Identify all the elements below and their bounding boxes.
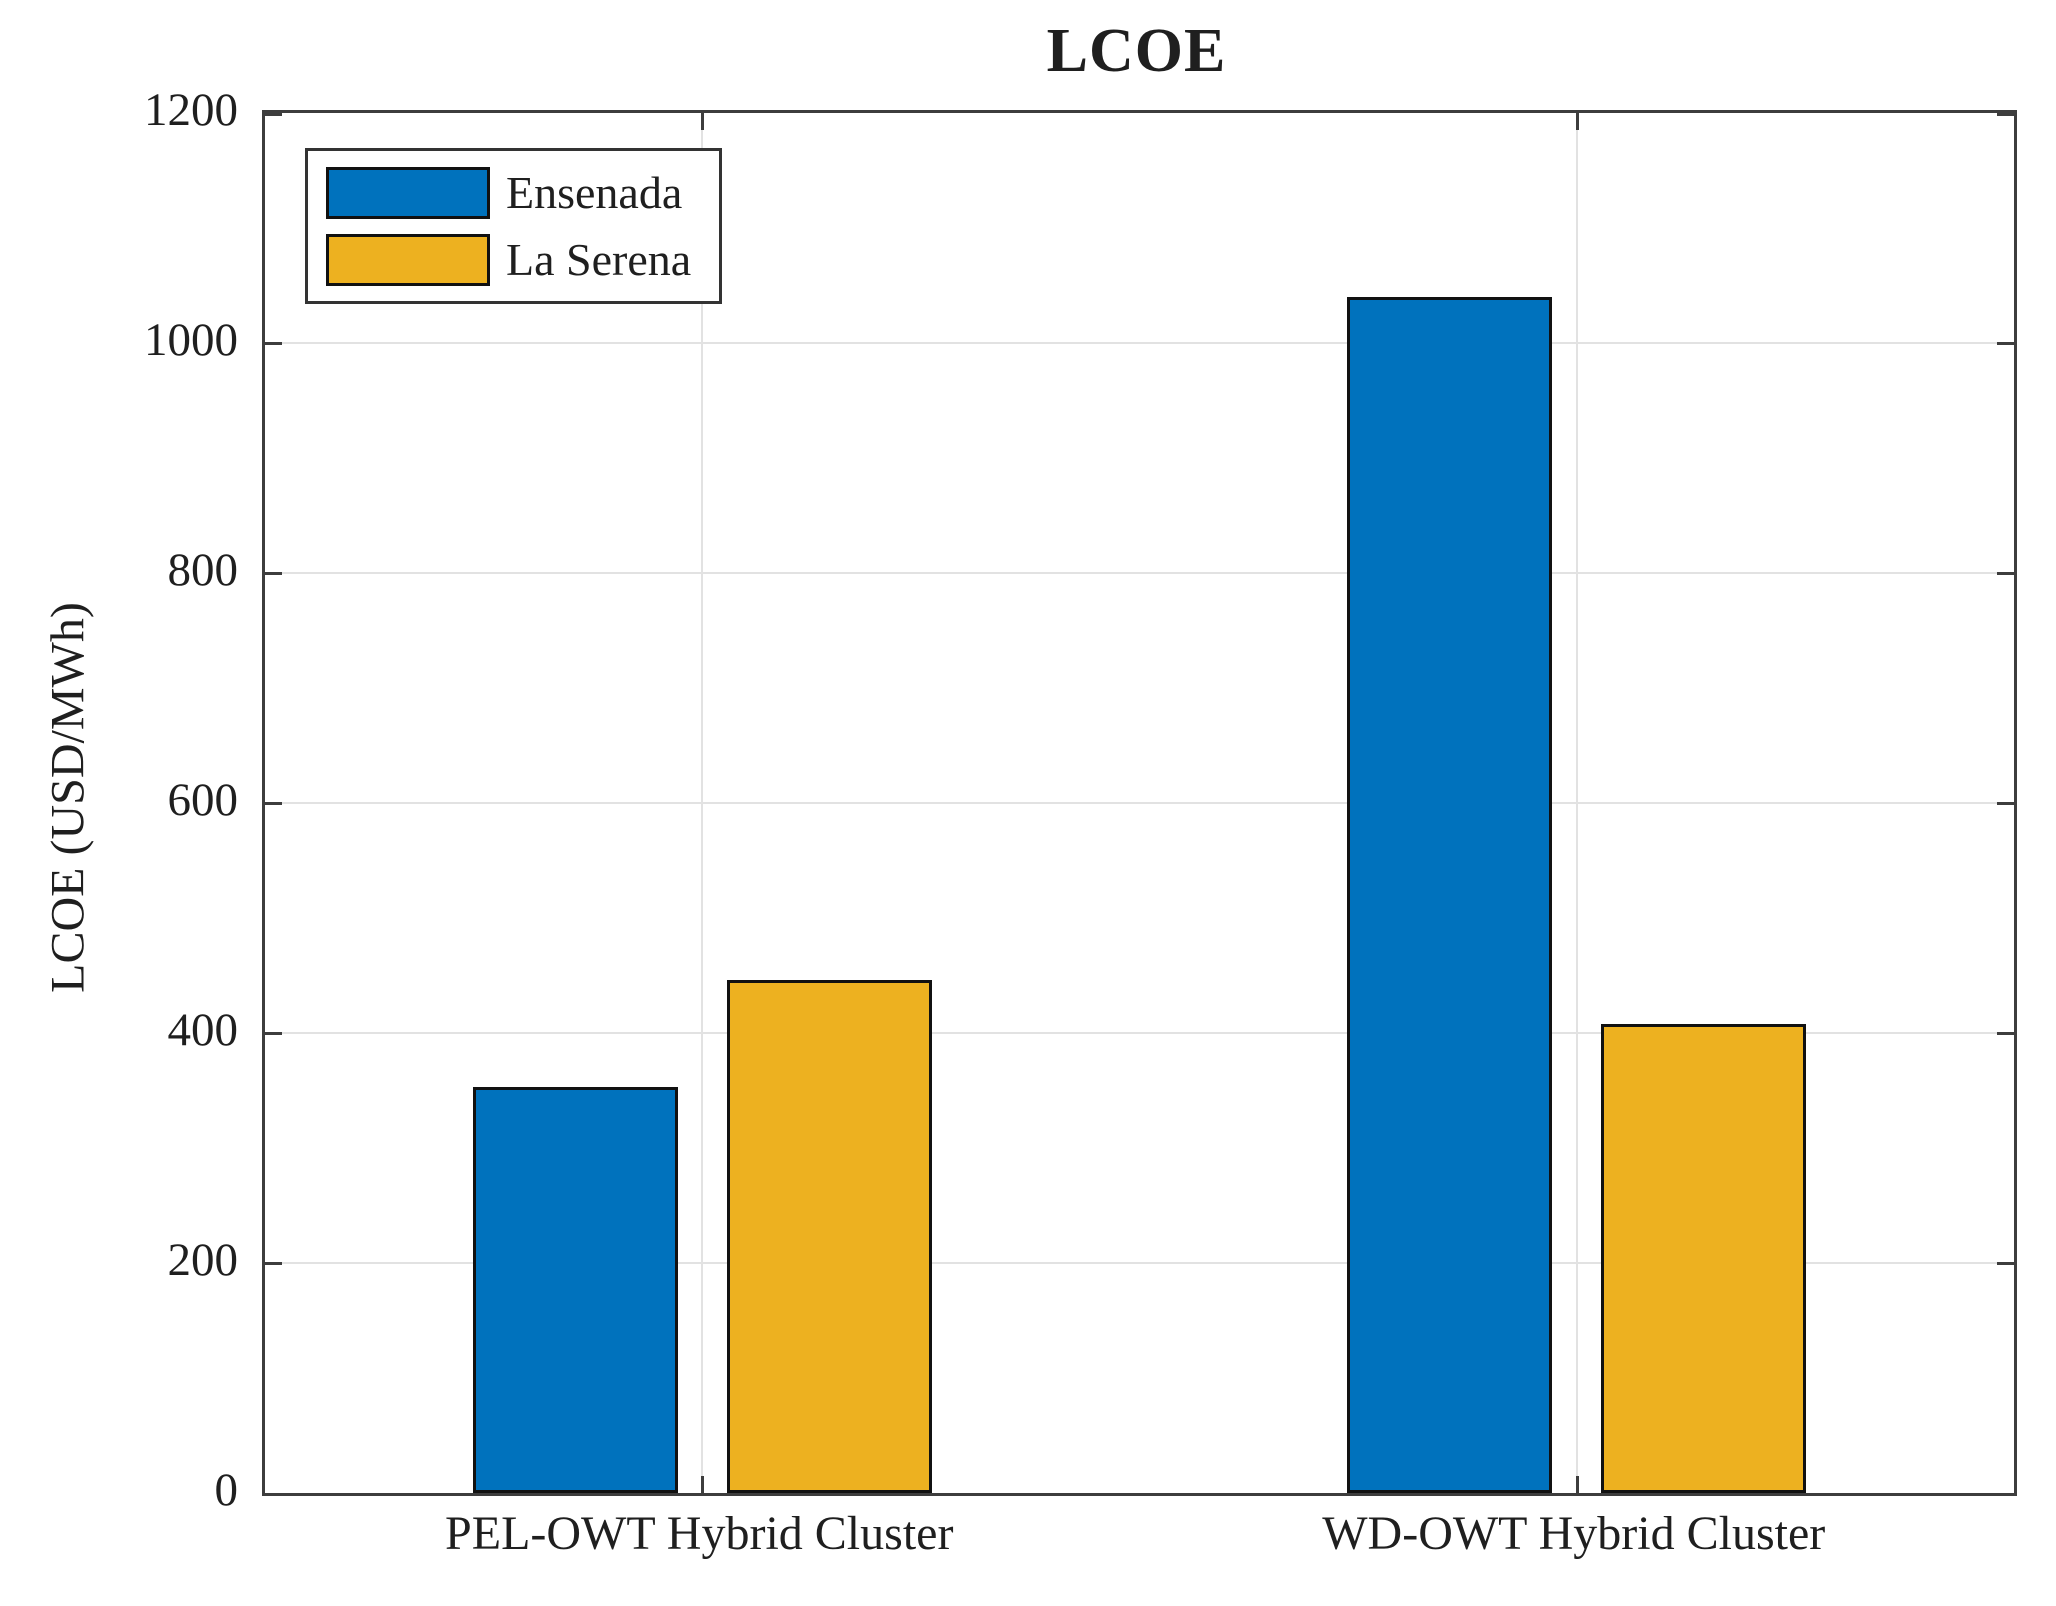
x-category-label-2: WD-OWT Hybrid Cluster	[1322, 1507, 1826, 1560]
y-tick-right-800	[1997, 572, 2014, 575]
gridline-y-800	[265, 572, 2014, 574]
x-tick-top-1	[701, 113, 705, 130]
y-tick-label-400: 400	[167, 1004, 239, 1056]
y-tick-200	[265, 1262, 282, 1265]
y-tick-label-800: 800	[167, 544, 239, 596]
gridline-y-1000	[265, 342, 2014, 344]
y-tick-right-1000	[1997, 342, 2014, 345]
y-tick-1200	[265, 113, 282, 116]
y-tick-right-600	[1997, 802, 2014, 805]
chart-title: LCOE	[1046, 17, 1227, 85]
legend: Ensenada La Serena	[305, 148, 722, 304]
legend-label-ensenada: Ensenada	[506, 167, 683, 218]
y-tick-right-400	[1997, 1032, 2014, 1035]
legend-item-la-serena: La Serena	[326, 230, 701, 289]
y-tick-label-200: 200	[167, 1234, 239, 1286]
y-tick-800	[265, 572, 282, 575]
bar-la-serena-cat2	[1601, 1023, 1807, 1493]
legend-item-ensenada: Ensenada	[326, 163, 701, 222]
x-category-label-1: PEL-OWT Hybrid Cluster	[445, 1507, 954, 1560]
y-tick-label-600: 600	[167, 774, 239, 826]
y-tick-right-1200	[1997, 113, 2014, 116]
y-tick-label-0: 0	[214, 1464, 239, 1516]
x-tick-1	[701, 1476, 705, 1493]
y-tick-label-1000: 1000	[144, 314, 238, 366]
legend-swatch-la-serena	[326, 233, 490, 286]
bar-ensenada-cat2	[1347, 297, 1553, 1493]
y-tick-right-200	[1997, 1262, 2014, 1265]
legend-swatch-ensenada	[326, 166, 490, 219]
gridline-x-2	[1575, 113, 1578, 1493]
plot-area	[262, 110, 2017, 1496]
bar-ensenada-cat1	[472, 1087, 678, 1493]
bar-la-serena-cat1	[726, 980, 932, 1493]
gridline-y-600	[265, 802, 2014, 804]
x-tick-2	[1575, 1476, 1579, 1493]
y-tick-1000	[265, 342, 282, 345]
gridline-y-200	[265, 1262, 2014, 1264]
gridline-y-400	[265, 1032, 2014, 1034]
y-tick-400	[265, 1032, 282, 1035]
legend-label-la-serena: La Serena	[506, 234, 692, 285]
gridline-x-1	[701, 113, 704, 1493]
y-tick-600	[265, 802, 282, 805]
x-tick-top-2	[1575, 113, 1579, 130]
y-tick-label-1200: 1200	[144, 84, 238, 136]
